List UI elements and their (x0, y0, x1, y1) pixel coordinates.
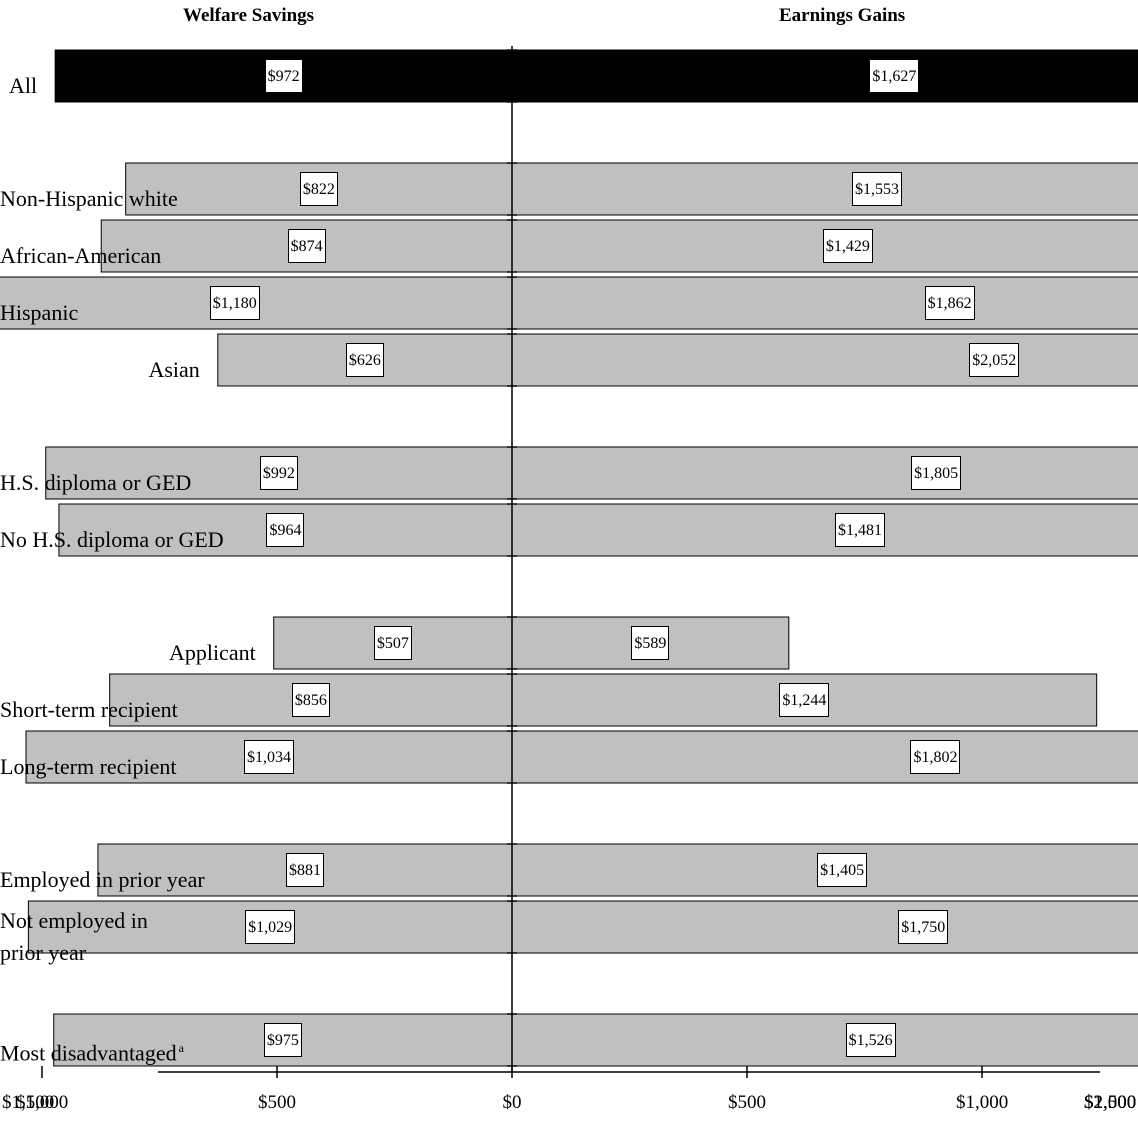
category-label: Hispanic (0, 297, 78, 329)
category-label: Asian (0, 354, 200, 386)
welfare-savings-data-label: $874 (287, 229, 326, 263)
earnings-gains-header: Earnings Gains (779, 5, 906, 26)
earnings-gains-data-label: $589 (631, 626, 670, 660)
category-label-line: Hispanic (0, 300, 79, 325)
earnings-gains-bar (511, 49, 1138, 103)
welfare-savings-data-label: $1,034 (244, 740, 294, 774)
footnote-marker: a (178, 1040, 184, 1055)
earnings-gains-bar (511, 446, 1138, 500)
category-label-line: Asian (148, 357, 200, 382)
category-label-line: Applicant (168, 640, 256, 665)
welfare-savings-data-label: $822 (299, 172, 338, 206)
earnings-gains-data-label: $1,481 (835, 513, 886, 547)
welfare-savings-data-label: $972 (264, 59, 303, 93)
category-label: Employed in prior year (0, 864, 205, 896)
category-label-line: Non-Hispanic white (0, 186, 178, 211)
x-tick-label: $2,500 (1084, 1092, 1137, 1113)
category-label-line: Not employed in (0, 908, 148, 933)
x-tick-label: $1,500 (1084, 1092, 1137, 1113)
earnings-gains-data-label: $1,553 (851, 172, 902, 206)
category-label-line: All (9, 73, 38, 98)
welfare-savings-data-label: $881 (285, 853, 324, 887)
earnings-gains-bar (511, 1013, 1138, 1067)
category-label: Non-Hispanic white (0, 183, 178, 215)
earnings-gains-data-label: $1,627 (869, 59, 920, 93)
x-tick-label: $1,000 (16, 1092, 69, 1113)
category-label: Short-term recipient (0, 694, 178, 726)
category-label: No H.S. diploma or GED (0, 524, 224, 556)
earnings-gains-bar (511, 162, 1138, 216)
welfare-savings-data-label: $1,180 (209, 286, 260, 320)
welfare-savings-data-label: $507 (373, 626, 412, 660)
category-label-line: Most disadvantageda (0, 1039, 184, 1065)
category-label: All (0, 70, 37, 102)
x-tick-label: $0 (502, 1092, 522, 1113)
earnings-gains-bar (511, 503, 1138, 557)
earnings-gains-data-label: $1,862 (924, 286, 975, 320)
earnings-gains-data-label: $2,052 (969, 343, 1020, 377)
welfare-savings-data-label: $1,029 (245, 910, 296, 944)
welfare-savings-data-label: $856 (291, 683, 330, 717)
category-label-line: Long-term recipient (0, 751, 177, 783)
x-tick-label: $500 (258, 1092, 296, 1113)
category-label-line: Employed in prior year (0, 867, 205, 892)
welfare-savings-data-label: $975 (263, 1023, 302, 1057)
earnings-gains-data-label: $1,405 (817, 853, 868, 887)
welfare-savings-data-label: $964 (266, 513, 305, 547)
category-label-line: H.S. diploma or GED (0, 470, 191, 495)
x-tick-label: $1,500 (2, 1092, 55, 1113)
earnings-gains-bar (511, 730, 1138, 784)
earnings-gains-bar (511, 333, 1138, 387)
category-label-line: No H.S. diploma or GED (0, 527, 224, 552)
bars-layer (0, 49, 1138, 1067)
earnings-gains-bar (511, 276, 1138, 330)
category-label: Applicant (0, 637, 256, 669)
earnings-gains-data-label: $1,805 (911, 456, 962, 490)
category-label-line: Short-term recipient (0, 697, 178, 722)
earnings-gains-data-label: $1,526 (845, 1023, 896, 1057)
earnings-gains-data-label: $1,244 (779, 683, 830, 717)
category-label: H.S. diploma or GED (0, 467, 191, 499)
earnings-gains-data-label: $1,750 (898, 910, 949, 944)
category-label: Long-term recipient (0, 751, 177, 783)
category-label: Most disadvantageda (0, 1032, 184, 1069)
category-label-line: prior year (0, 940, 86, 965)
x-tick-label: $1,000 (956, 1092, 1009, 1113)
earnings-gains-bar (511, 900, 1138, 954)
category-label: Not employed in prior year (0, 905, 148, 969)
welfare-savings-header: Welfare Savings (183, 5, 315, 26)
welfare-savings-data-label: $626 (345, 343, 384, 377)
earnings-gains-data-label: $1,802 (910, 740, 961, 774)
axes-layer (41, 46, 1100, 1078)
category-label: African-American (0, 240, 162, 272)
welfare-savings-data-label: $992 (259, 456, 298, 490)
earnings-gains-data-label: $1,429 (822, 229, 873, 263)
x-tick-label: $2,000 (1084, 1092, 1137, 1113)
category-label-line: African-American (0, 243, 162, 268)
x-tick-label: $500 (728, 1092, 766, 1113)
